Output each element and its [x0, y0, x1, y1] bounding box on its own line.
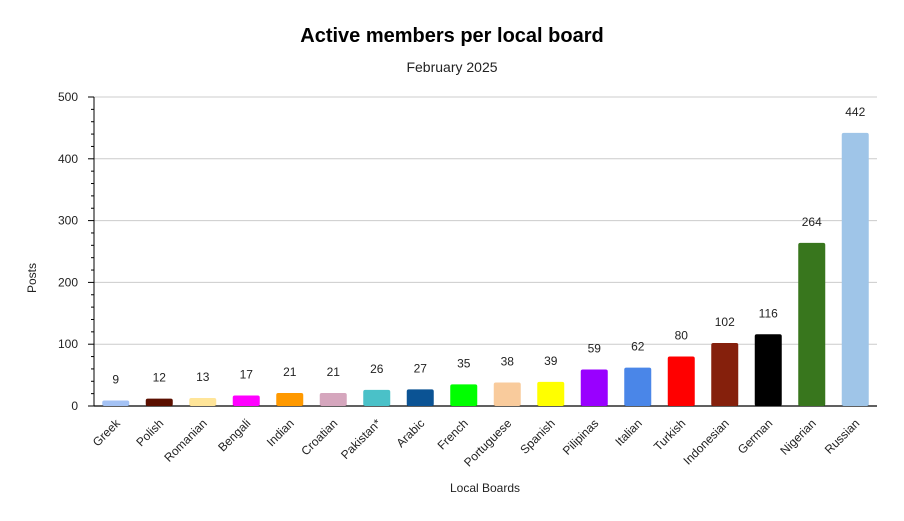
data-label: 35	[457, 356, 471, 370]
data-label: 9	[112, 372, 119, 386]
chart-title: Active members per local board	[300, 25, 604, 47]
x-tick-label: Romanian	[161, 416, 210, 465]
y-tick-label: 200	[58, 275, 78, 289]
x-tick-label: Greek	[90, 416, 124, 450]
x-tick-label: Pakistan*	[338, 416, 384, 462]
data-label: 12	[153, 371, 167, 385]
data-label: 38	[501, 355, 515, 369]
x-tick-label: Bengali	[215, 416, 253, 454]
bar	[537, 381, 565, 406]
data-label: 21	[327, 365, 341, 379]
x-tick-label: French	[435, 416, 471, 452]
data-label: 27	[414, 361, 428, 375]
bar	[406, 389, 434, 406]
data-label: 102	[715, 315, 735, 329]
bar	[450, 384, 478, 406]
bar	[711, 342, 739, 406]
data-label: 26	[370, 362, 384, 376]
x-tick-label: Indian	[264, 416, 297, 449]
bar	[798, 242, 826, 406]
bar	[624, 367, 652, 406]
bar	[102, 400, 130, 406]
bar	[145, 398, 173, 406]
y-tick-label: 0	[71, 399, 78, 413]
y-tick-label: 500	[58, 90, 78, 104]
bar	[841, 132, 869, 406]
y-tick-label: 100	[58, 337, 78, 351]
x-tick-label: Indonesian	[680, 416, 731, 467]
y-tick-label: 300	[58, 214, 78, 228]
x-tick-label: Turkish	[651, 416, 688, 453]
bar	[319, 393, 347, 406]
x-tick-label: Croatian	[298, 416, 340, 458]
bar	[276, 393, 304, 406]
data-label: 17	[240, 367, 254, 381]
bar	[363, 389, 391, 406]
x-tick-label: Polish	[133, 416, 166, 449]
chart-subtitle: February 2025	[406, 59, 498, 75]
y-tick-label: 400	[58, 152, 78, 166]
data-label: 13	[196, 370, 210, 384]
bar	[493, 382, 521, 406]
data-label: 80	[675, 329, 689, 343]
y-axis-label: Posts	[25, 263, 39, 293]
x-tick-label: Spanish	[517, 416, 558, 457]
x-tick-label: Portuguese	[461, 416, 515, 470]
x-tick-label: German	[735, 416, 776, 457]
bar	[189, 397, 217, 406]
bar	[667, 356, 695, 406]
data-label: 62	[631, 340, 645, 354]
bar	[580, 369, 608, 406]
x-tick-label: Russian	[822, 416, 863, 457]
x-tick-label: Nigerian	[777, 416, 819, 458]
bar	[754, 334, 782, 406]
x-axis-label: Local Boards	[450, 481, 520, 495]
bar	[232, 395, 260, 406]
data-label: 116	[759, 306, 778, 320]
data-label: 264	[802, 215, 822, 229]
data-label: 39	[544, 354, 558, 368]
x-tick-label: Pilipinas	[560, 416, 602, 458]
x-tick-label: Italian	[612, 416, 645, 449]
x-tick-label: Arabic	[393, 416, 427, 450]
data-label: 442	[845, 105, 865, 119]
data-label: 21	[283, 365, 297, 379]
data-label: 59	[588, 342, 602, 356]
